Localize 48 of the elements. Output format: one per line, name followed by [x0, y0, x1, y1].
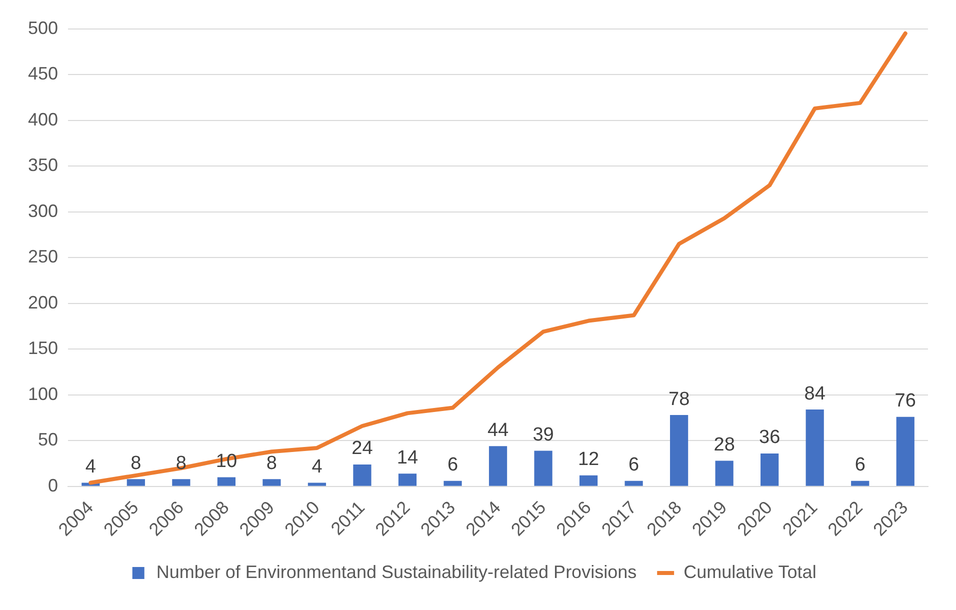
bar [579, 475, 598, 486]
bar [760, 453, 779, 486]
bar [444, 480, 462, 486]
data-label: 6 [447, 454, 458, 476]
data-label: 12 [578, 449, 600, 470]
data-label: 14 [396, 447, 418, 468]
data-label: 36 [759, 427, 780, 448]
y-tick-label: 50 [38, 430, 58, 450]
y-tick-label: 500 [28, 18, 58, 38]
data-label: 44 [487, 420, 510, 441]
bar [308, 482, 326, 486]
data-label: 4 [85, 456, 96, 478]
y-tick-label: 150 [28, 338, 58, 358]
data-label: 84 [804, 383, 826, 404]
y-tick-label: 350 [28, 155, 58, 176]
data-label: 8 [130, 452, 142, 474]
bar [398, 474, 417, 486]
y-tick-label: 300 [28, 200, 58, 221]
bar [896, 416, 914, 486]
y-tick-label: 450 [28, 64, 58, 84]
y-tick-label: 0 [48, 475, 58, 496]
bar [353, 464, 372, 486]
data-label: 6 [854, 454, 866, 476]
data-label: 24 [352, 438, 374, 460]
y-tick-label: 200 [28, 292, 58, 312]
y-tick-label: 250 [28, 246, 58, 267]
bar [715, 460, 734, 486]
bar [534, 450, 552, 486]
data-label: 78 [668, 388, 690, 410]
data-label: 6 [628, 454, 640, 476]
data-label: 76 [894, 390, 916, 412]
data-label: 39 [532, 424, 554, 446]
bar [806, 410, 824, 486]
legend-label: Number of Environmentand Sustainability-related Provisions [156, 562, 637, 582]
y-tick-label: 100 [28, 384, 58, 404]
bar [670, 415, 688, 486]
bar [217, 477, 236, 486]
y-tick-label: 400 [28, 109, 58, 130]
data-label: 4 [312, 456, 323, 478]
data-label: 8 [266, 452, 277, 474]
data-label: 28 [714, 434, 735, 456]
bar [851, 480, 870, 486]
bar [126, 479, 145, 486]
bar [488, 446, 508, 486]
legend-label: Cumulative Total [684, 562, 816, 582]
bar [172, 479, 190, 486]
bar [624, 480, 643, 486]
bar [262, 479, 281, 486]
